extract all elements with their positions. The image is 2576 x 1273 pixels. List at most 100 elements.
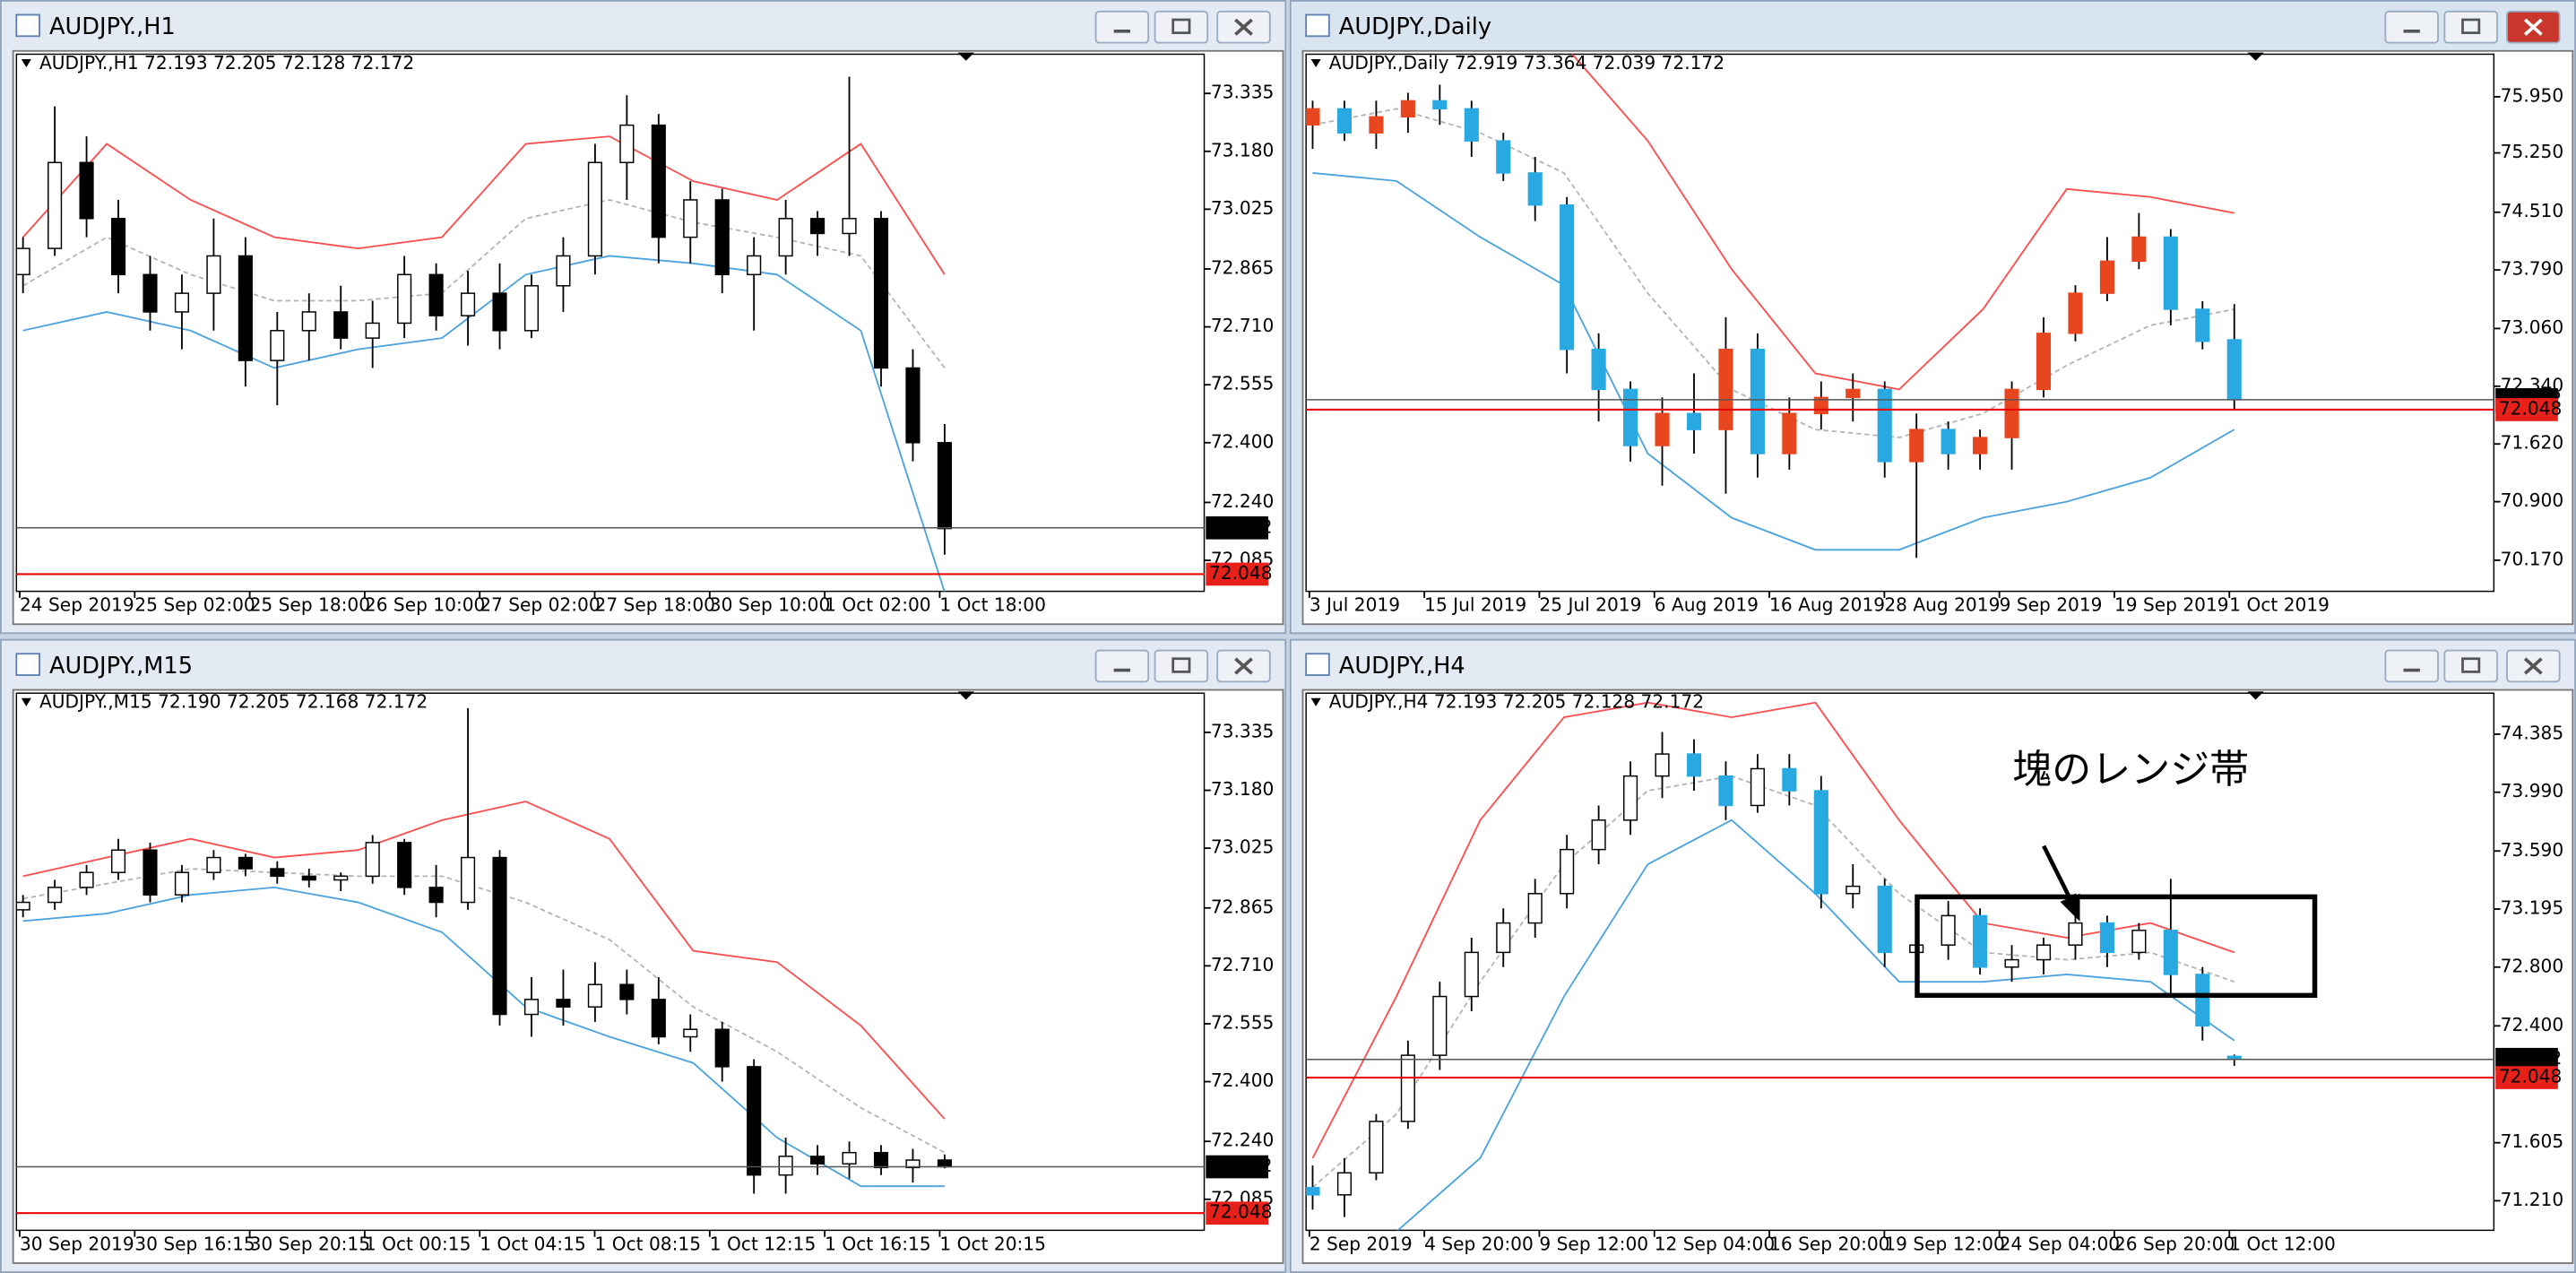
info-line: AUDJPY.,Daily 72.919 73.364 72.039 72.17… [1329,52,1725,74]
candle-body [492,292,507,332]
close-button[interactable] [1216,649,1271,683]
chart-area [12,688,1284,1264]
icon [1234,18,1253,36]
candle-body [16,247,30,276]
candle-body [270,330,285,361]
candle-body [174,292,190,313]
y-tick-label: 73.790 [2501,258,2563,280]
icon [2461,18,2481,35]
candle-body [619,124,635,164]
band-upper [1570,54,2235,391]
minimize-button[interactable] [2384,10,2439,44]
candle-body [2131,930,2147,954]
candle-body [1846,885,1861,895]
x-tick-label: 15 Jul 2019 [1424,594,1526,616]
candle-body [1336,108,1353,134]
candle-body [206,255,221,294]
plot-frame [15,53,1206,593]
maximize-button[interactable] [2443,10,2498,44]
candle-body [174,871,190,896]
x-tick-label: 1 Oct 20:15 [939,1233,1046,1254]
x-tick-label: 16 Sep 20:00 [1769,1233,1889,1254]
y-tick-label: 73.180 [1211,778,1274,800]
x-tick-label: 1 Oct 12:15 [710,1233,817,1254]
y-tick-label: 72.710 [1211,315,1274,336]
window-title: AUDJPY.,M15 [49,653,193,680]
candle-body [2163,236,2178,310]
candle-body [683,1028,698,1038]
y-tick-label: 73.195 [2501,897,2563,919]
candle-body [714,1028,730,1068]
candle-body [143,273,158,313]
chart-icon [15,13,40,38]
plot [16,76,952,592]
band-lower [1312,172,2235,551]
last-price-label: 72.172 [1209,1155,1272,1176]
minimize-button[interactable] [1094,649,1150,683]
minimize-button-box [2384,649,2439,683]
x-tick-label: 4 Sep 20:00 [1424,1233,1534,1254]
maximize-button[interactable] [1154,649,1209,683]
candle-body [48,161,63,249]
candle-body [1432,995,1448,1056]
x-tick-label: 27 Sep 02:00 [480,594,600,616]
candle-body [523,999,540,1016]
candle-body [1686,412,1702,430]
band-middle [22,199,946,369]
candle-body [397,273,412,325]
icon [2523,18,2543,36]
chart-window: AUDJPY.,H1 73.335 73.180 73.025 72.865 72.710… [0,0,1287,635]
chart-area [1301,688,2574,1264]
candle-body [1464,108,1479,142]
chart-icon [1305,13,1330,38]
maximize-button-box [1154,10,1209,44]
close-button[interactable] [1216,10,1271,44]
alert-price-tag [2495,398,2558,421]
candle-body [1686,753,1702,777]
plot-frame [15,692,1206,1232]
candle-body [556,255,571,287]
close-button[interactable] [2506,10,2561,44]
y-tick-label: 73.335 [1211,82,1274,103]
candle-body [1655,753,1670,777]
candle-body [460,292,476,316]
alert-price-tag [1206,1201,1269,1225]
maximize-button-box [1154,649,1209,683]
y-tick-label: 72.400 [2501,1014,2563,1035]
candle-body [1527,172,1543,206]
candle-body [1591,348,1606,391]
maximize-button[interactable] [1154,10,1209,44]
chart-area [12,49,1284,626]
close-button[interactable] [2506,649,2561,683]
candle-body [2004,388,2019,438]
minimize-button[interactable] [1094,10,1150,44]
candle-body [587,983,602,1008]
y-tick-label: 70.900 [2501,489,2563,511]
x-tick-label: 12 Sep 04:00 [1655,1233,1775,1254]
x-tick-label: 2 Sep 2019 [1310,1233,1413,1254]
candle-body [587,161,602,257]
x-tick-label: 28 Aug 2019 [1884,594,2000,616]
y-tick-label: 70.170 [2501,548,2563,569]
y-tick-label: 71.605 [2501,1130,2563,1152]
chart-icon [15,653,40,676]
candle-body [1432,100,1448,110]
x-tick-label: 27 Sep 18:00 [595,594,715,616]
candle-body [2099,922,2114,954]
range-box [1915,894,2318,999]
candle-body [523,285,540,332]
candle-body [1813,790,1828,895]
chart-window: AUDJPY.,Daily 75.950 75.250 74.510 73.790 73.… [1289,0,2576,635]
y-tick-label: 71.620 [2501,432,2563,454]
candle-body [1306,1186,1320,1196]
minimize-button[interactable] [2384,649,2439,683]
candle-body [873,218,889,369]
y-tick-label: 72.555 [1211,373,1274,394]
candle-body [1369,116,1384,134]
x-tick-label: 1 Oct 2019 [2229,594,2330,616]
maximize-button[interactable] [2443,649,2498,683]
candle-body [2226,339,2242,401]
y-tick-label: 73.060 [2501,316,2563,338]
x-tick-label: 30 Sep 2019 [20,1233,134,1254]
